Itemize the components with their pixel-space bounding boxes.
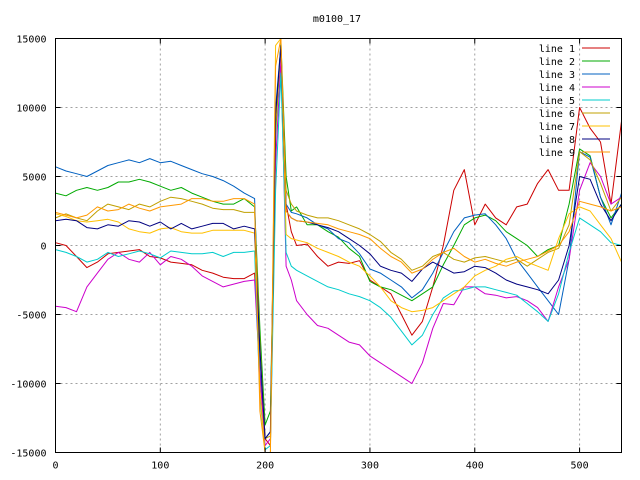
x-tick-label: 300 bbox=[361, 461, 379, 472]
legend-label: line 1 bbox=[539, 44, 575, 55]
x-tick-label: 400 bbox=[466, 461, 484, 472]
series-line-8 bbox=[55, 44, 622, 440]
legend-label: line 4 bbox=[539, 83, 575, 94]
legend-label: line 5 bbox=[539, 96, 575, 107]
x-tick-label: 0 bbox=[52, 461, 58, 472]
x-axis: 0 100 200 300 400 500 bbox=[52, 38, 589, 472]
series-line-2 bbox=[55, 40, 622, 426]
legend: line 1 line 2 line 3 line 4 line 5 line 6 line… bbox=[539, 44, 610, 159]
legend-label: line 7 bbox=[539, 122, 575, 133]
legend-label: line 6 bbox=[539, 109, 575, 120]
x-tick-label: 200 bbox=[256, 461, 274, 472]
legend-label: line 2 bbox=[539, 57, 575, 68]
y-tick-label: -5000 bbox=[16, 311, 46, 322]
series-line-9 bbox=[55, 38, 622, 453]
series-line-6 bbox=[55, 44, 622, 440]
series-line-1 bbox=[55, 44, 622, 447]
legend-label: line 3 bbox=[539, 70, 575, 81]
legend-label: line 9 bbox=[539, 148, 575, 159]
y-axis: -15000 -10000 -5000 0 5000 10000 15000 bbox=[10, 35, 622, 460]
y-tick-label: -10000 bbox=[10, 380, 46, 391]
y-tick-label: 5000 bbox=[22, 173, 46, 184]
chart-title: m0100_17 bbox=[313, 14, 361, 25]
y-tick-label: 15000 bbox=[16, 35, 46, 46]
x-tick-label: 100 bbox=[151, 461, 169, 472]
series-lines bbox=[55, 38, 622, 453]
y-tick-label: 10000 bbox=[16, 104, 46, 115]
grid-lines bbox=[55, 38, 622, 453]
legend-label: line 8 bbox=[539, 135, 575, 146]
series-line-4 bbox=[55, 58, 622, 447]
series-line-5 bbox=[55, 72, 622, 451]
y-tick-label: 0 bbox=[40, 242, 46, 253]
series-line-3 bbox=[55, 44, 622, 440]
series-line-7 bbox=[55, 38, 622, 453]
x-tick-label: 500 bbox=[571, 461, 589, 472]
y-tick-label: -15000 bbox=[10, 449, 46, 460]
